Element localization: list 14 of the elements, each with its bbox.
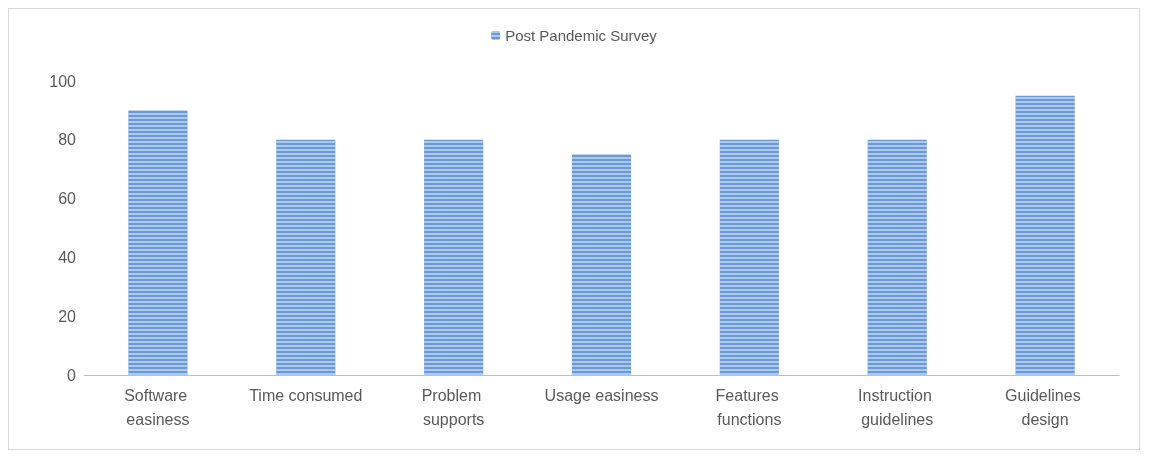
x-tick-label: Features functions (715, 386, 784, 428)
x-tick-label: Time consumed (249, 386, 363, 404)
x-tick-label: Usage easiness (544, 386, 659, 404)
y-tick-label: 100 (49, 72, 77, 90)
y-tick-label: 60 (58, 190, 77, 208)
y-tick-label: 20 (58, 307, 77, 325)
x-tick-label: Software easiness (124, 386, 192, 428)
x-tick-label: Instruction guidelines (858, 386, 937, 428)
x-tick-label: Problem supports (421, 386, 486, 428)
y-tick-label: 0 (67, 366, 77, 384)
legend-label: Post Pandemic Survey (505, 27, 658, 44)
y-tick-label: 40 (58, 248, 77, 266)
x-tick-label: Guidelines design (1005, 386, 1086, 428)
y-tick-label: 80 (58, 131, 77, 149)
